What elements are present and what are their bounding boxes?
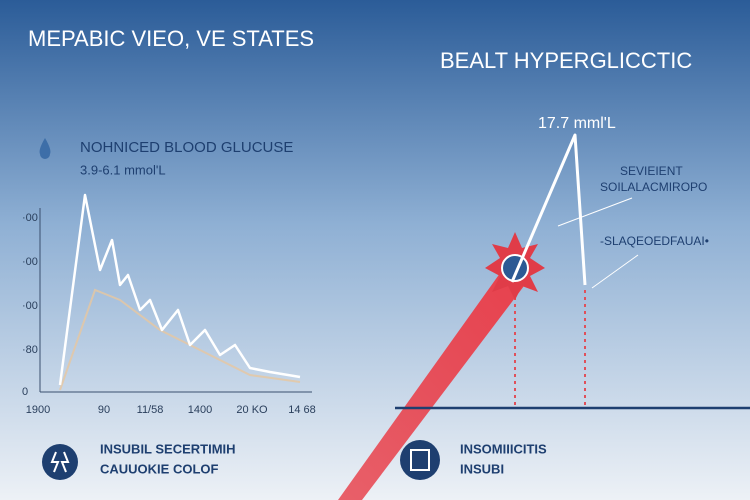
right-title: BEALT HYPERGLICCTIC xyxy=(440,48,692,73)
annotation: SOILALACMIROPO xyxy=(600,180,707,194)
annotation: -SLAQEOEDFAUAI• xyxy=(600,234,709,248)
icon xyxy=(42,444,78,480)
y-label: 0 xyxy=(22,386,28,398)
x-label: 11/58 xyxy=(137,404,164,416)
y-label: ·00 xyxy=(22,212,38,224)
baseline-curve xyxy=(59,288,301,391)
icon-glyph xyxy=(410,449,430,471)
spike xyxy=(510,133,587,286)
y-label: ·80 xyxy=(22,344,38,356)
x-label: 14 68 xyxy=(288,404,316,416)
subtitle: NOHNICED BLOOD GLUCUSE xyxy=(80,139,293,156)
y-label: ·00 xyxy=(22,300,38,312)
footer-text: CAUUOKIE COLOF xyxy=(100,461,219,476)
annotation: SEVIEIENT xyxy=(620,164,683,178)
x-label: 90 xyxy=(98,404,110,416)
glucose-curve xyxy=(58,193,301,386)
drop-icon xyxy=(39,138,51,159)
leader-line xyxy=(557,197,633,227)
red-band xyxy=(338,262,530,500)
x-label: 1400 xyxy=(188,404,212,416)
left-title: MEPABIC VIEO, VE STATES xyxy=(28,26,314,51)
icon xyxy=(400,440,440,480)
y-label: ·00 xyxy=(22,256,38,268)
footer-text: INSUBI xyxy=(460,461,504,476)
footer-text: INSOMIIICITIS xyxy=(460,441,547,456)
x-label: 20 KO xyxy=(236,404,268,416)
peak-label: 17.7 mml'L xyxy=(538,115,616,132)
x-label: 1900 xyxy=(26,404,50,416)
icon-glyph xyxy=(50,451,70,473)
footer-text: INSUBIL SECERTIMIH xyxy=(100,441,236,456)
leader-line xyxy=(591,254,639,289)
range: 3.9-6.1 mmol'L xyxy=(80,162,166,177)
